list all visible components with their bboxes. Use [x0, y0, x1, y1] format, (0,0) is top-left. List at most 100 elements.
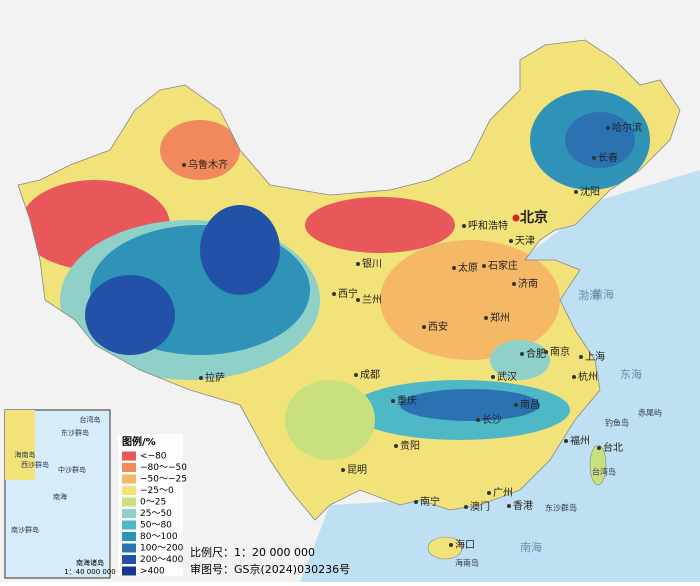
scale: 比例尺：1：20 000 000	[190, 545, 315, 559]
legend-swatch	[122, 486, 136, 495]
city-label: 兰州	[362, 293, 382, 306]
city-label: 澳门	[470, 500, 490, 513]
city-dot	[391, 399, 395, 403]
city-label: 西宁	[338, 287, 358, 300]
city-label: 哈尔滨	[612, 121, 642, 134]
city-label: 杭州	[578, 370, 598, 383]
city-dot	[452, 266, 456, 270]
city-dot	[356, 298, 360, 302]
sea-label: 东海	[620, 367, 642, 381]
city-label: 重庆	[397, 394, 417, 407]
city-dot	[199, 376, 203, 380]
city-dot	[482, 264, 486, 268]
legend-swatch	[122, 509, 136, 518]
city-label: 香港	[513, 500, 533, 512]
city-dot	[464, 505, 468, 509]
city-dot	[356, 262, 360, 266]
legend-swatch	[122, 520, 136, 530]
city-dot	[341, 468, 345, 472]
city-dot	[520, 352, 524, 356]
city-label: 昆明	[347, 464, 367, 476]
inset-label: 台湾岛	[80, 415, 101, 424]
city-dot	[592, 156, 596, 160]
city-label: 南昌	[520, 398, 540, 411]
legend-label: 0～25	[140, 498, 166, 508]
legend-swatch	[122, 555, 136, 564]
city-label: 南京	[550, 345, 570, 358]
legend-swatch	[122, 474, 136, 484]
island-label: 赤尾屿	[638, 409, 662, 418]
city-label: 长沙	[482, 414, 502, 426]
legend-label: 100～200	[140, 544, 184, 554]
legend-label: −50～−25	[140, 475, 187, 485]
city-dot	[449, 543, 453, 547]
legend-label: 50～80	[140, 521, 172, 531]
legend-swatch	[122, 463, 136, 472]
city-label: 成都	[360, 369, 380, 381]
island-label: 台湾岛	[592, 467, 616, 477]
city-dot	[512, 214, 520, 222]
inset-label: 南海	[53, 492, 67, 501]
inset-label: 东沙群岛	[61, 428, 89, 437]
legend-label: 25～50	[140, 509, 172, 519]
city-dot	[332, 292, 336, 296]
city-label: 郑州	[490, 311, 510, 324]
city-dot	[182, 163, 186, 167]
approval: 审图号：GS京(2024)030236号	[190, 562, 350, 576]
city-label: 北京	[520, 209, 548, 226]
city-label: 西安	[428, 320, 448, 333]
city-label: 南宁	[420, 495, 440, 508]
city-label: 贵阳	[400, 439, 420, 452]
city-dot	[606, 126, 610, 130]
city-label: 拉萨	[205, 371, 225, 384]
legend-label: 200～400	[140, 555, 184, 565]
inset-title: 南海诸岛	[76, 558, 104, 567]
city-label: 上海	[585, 350, 605, 363]
sea-label: 黄海	[592, 287, 614, 301]
city-dot	[512, 282, 516, 286]
city-label: 合肥	[526, 347, 546, 360]
inset-label: 南沙群岛	[11, 525, 39, 534]
taiwan	[589, 444, 607, 486]
legend-label: −80～−50	[140, 463, 187, 473]
city-label: 呼和浩特	[468, 220, 508, 232]
legend-label: >400	[140, 567, 165, 577]
city-label: 台北	[603, 441, 623, 454]
city-label: 福州	[570, 434, 590, 447]
city-label: 石家庄	[488, 259, 518, 272]
city-dot	[572, 375, 576, 379]
city-dot	[507, 504, 511, 508]
legend-label: <−80	[140, 452, 167, 462]
inset-label: 海南岛	[15, 450, 36, 459]
legend-label: −25～0	[140, 486, 174, 496]
sea-label: 渤海	[578, 288, 600, 302]
city-label: 沈阳	[580, 185, 600, 198]
city-dot	[354, 373, 358, 377]
legend-swatch	[122, 532, 136, 541]
city-dot	[514, 403, 518, 407]
inset-label: 西沙群岛	[21, 460, 49, 469]
city-dot	[491, 375, 495, 379]
inset-label: 中沙群岛	[58, 465, 86, 474]
city-label: 济南	[518, 277, 538, 290]
city-dot	[476, 418, 480, 422]
hainan	[427, 536, 463, 560]
city-dot	[422, 325, 426, 329]
city-label: 长春	[598, 152, 618, 164]
sea-label: 南海	[520, 540, 542, 554]
city-dot	[414, 500, 418, 504]
legend-swatch	[122, 497, 136, 507]
city-label: 银川	[362, 257, 382, 270]
legend-label: 80～100	[140, 532, 178, 542]
inset-land	[5, 410, 35, 480]
city-label: 海口	[455, 538, 475, 551]
city-dot	[574, 190, 578, 194]
city-dot	[394, 444, 398, 448]
legend-swatch	[122, 566, 136, 576]
city-label: 天津	[515, 235, 535, 247]
city-dot	[564, 439, 568, 443]
city-dot	[579, 355, 583, 359]
city-dot	[487, 491, 491, 495]
city-dot	[509, 239, 513, 243]
